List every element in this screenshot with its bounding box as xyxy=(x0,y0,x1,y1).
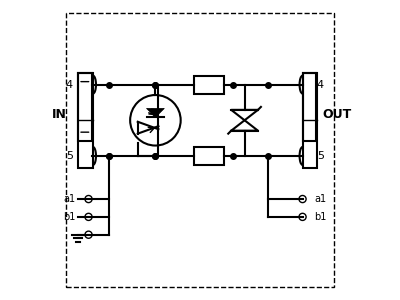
Bar xyxy=(194,147,224,165)
Text: 4: 4 xyxy=(317,80,324,90)
Polygon shape xyxy=(146,108,164,117)
Text: IN: IN xyxy=(51,108,66,121)
Bar xyxy=(194,76,224,94)
Text: a1: a1 xyxy=(63,194,75,204)
Text: 5: 5 xyxy=(66,151,73,161)
Text: OUT: OUT xyxy=(322,108,351,121)
Text: 4: 4 xyxy=(66,80,73,90)
Text: b1: b1 xyxy=(63,212,76,222)
Text: b1: b1 xyxy=(314,212,326,222)
Text: 5: 5 xyxy=(317,151,324,161)
Text: a1: a1 xyxy=(314,194,326,204)
